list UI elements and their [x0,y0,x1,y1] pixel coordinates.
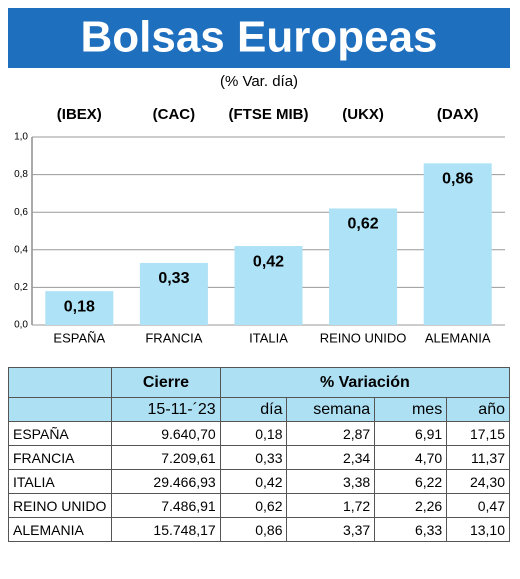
table-row: ESPAÑA 9.640,70 0,18 2,87 6,91 17,15 [7,421,510,446]
value-label: 0,18 [64,298,95,315]
chart-title: Bolsas Europeas [80,13,437,62]
table-cell: 6,22 [374,469,448,494]
bar [234,246,303,325]
table-cell: ALEMANIA [7,517,113,542]
y-tick-label: 0,4 [14,244,28,255]
y-tick-label: 0,2 [14,282,28,293]
index-label: (UKX) [342,106,384,123]
index-label: (IBEX) [57,106,102,123]
table-cell: FRANCIA [7,445,113,470]
table-cell: 0,33 [219,445,288,470]
table-cell: 0,42 [219,469,288,494]
table-row: REINO UNIDO 7.486,91 0,62 1,72 2,26 0,47 [7,493,510,518]
table-row: 15-11-´23 día semana mes año [7,397,510,422]
bar [45,291,114,325]
x-tick-label: FRANCIA [145,330,202,345]
y-tick-label: 0,6 [14,207,28,218]
table-cell: 0,47 [446,493,510,518]
bar [423,163,492,325]
chart-subtitle: (% Var. día) [220,73,298,90]
table-cell: 7.209,61 [111,445,221,470]
chart: Bolsas Europeas (% Var. día) 0,0 0,2 0,4 0,… [8,8,510,345]
table-cell: semana [286,397,376,422]
table-cell: 13,10 [446,517,510,542]
table-cell: 0,86 [219,517,288,542]
value-label: 0,33 [158,270,189,287]
table-cell: REINO UNIDO [7,493,113,518]
index-label: (DAX) [437,106,479,123]
x-tick-label: ALEMANIA [425,330,491,345]
table-row: ALEMANIA 15.748,17 0,86 3,37 6,33 13,10 [7,517,510,542]
table-cell [7,397,113,422]
table-cell: 17,15 [446,421,510,446]
table-cell: 0,18 [219,421,288,446]
table-cell: mes [374,397,448,422]
value-label: 0,62 [348,216,379,233]
table-cell: 2,34 [286,445,376,470]
table-cell: ESPAÑA [7,421,113,446]
table-cell: 6,91 [374,421,448,446]
x-tick-label: ESPAÑA [53,330,105,345]
table-cell: 1,72 [286,493,376,518]
table-cell: 2,87 [286,421,376,446]
table-cell: día [219,397,288,422]
table-cell: 15.748,17 [111,517,221,542]
table-cell [7,367,113,398]
y-tick-label: 0,8 [14,169,28,180]
data-table: Cierre% Variación 15-11-´23 día semana mes añ… [7,367,511,542]
table-row: Cierre% Variación [7,367,511,398]
index-label: (CAC) [153,106,196,123]
value-label: 0,86 [442,171,473,188]
y-tick-label: 0,0 [14,320,28,331]
table-cell: 15-11-´23 [111,397,221,422]
bar [329,208,398,325]
bar [139,262,208,325]
table-cell: 29.466,93 [111,469,221,494]
table-cell: 6,33 [374,517,448,542]
table-cell: Cierre [111,367,221,398]
table-cell: 11,37 [446,445,510,470]
table-cell: ITALIA [7,469,113,494]
title-banner [8,8,510,68]
value-label: 0,42 [253,253,284,270]
table-row: ITALIA 29.466,93 0,42 3,38 6,22 24,30 [7,469,510,494]
table-cell: 9.640,70 [111,421,221,446]
table-cell: % Variación [219,367,511,398]
table-cell: 3,37 [286,517,376,542]
table-cell: 2,26 [374,493,448,518]
index-label: (FTSE MIB) [229,106,309,123]
table-row: FRANCIA 7.209,61 0,33 2,34 4,70 11,37 [7,445,510,470]
table-cell: 7.486,91 [111,493,221,518]
x-tick-label: ITALIA [249,330,288,345]
table-cell: 0,62 [219,493,288,518]
table-cell: 24,30 [446,469,510,494]
x-tick-label: REINO UNIDO [320,330,407,345]
table-cell: año [446,397,510,422]
table-cell: 3,38 [286,469,376,494]
table-cell: 4,70 [374,445,448,470]
y-tick-label: 1,0 [14,132,28,143]
